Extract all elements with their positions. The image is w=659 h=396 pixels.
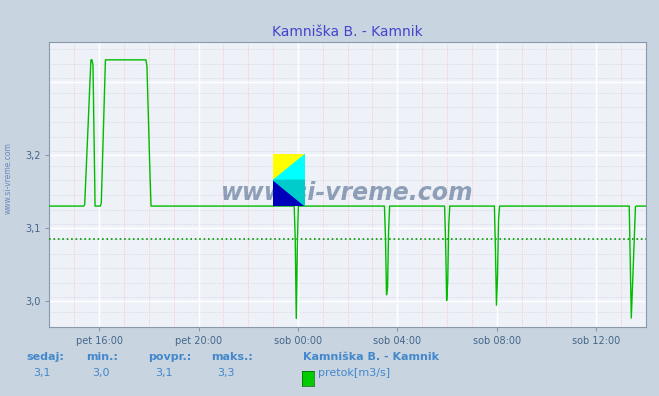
- Text: maks.:: maks.:: [211, 352, 252, 362]
- Text: min.:: min.:: [86, 352, 117, 362]
- Text: sedaj:: sedaj:: [26, 352, 64, 362]
- Text: 3,3: 3,3: [217, 368, 235, 378]
- Text: pretok[m3/s]: pretok[m3/s]: [318, 368, 389, 378]
- Polygon shape: [273, 180, 305, 206]
- Polygon shape: [273, 180, 305, 206]
- Text: povpr.:: povpr.:: [148, 352, 192, 362]
- Text: www.si-vreme.com: www.si-vreme.com: [221, 181, 474, 205]
- Text: 3,1: 3,1: [155, 368, 173, 378]
- Polygon shape: [273, 154, 305, 180]
- Polygon shape: [273, 154, 305, 180]
- Text: Kamniška B. - Kamnik: Kamniška B. - Kamnik: [303, 352, 439, 362]
- Text: 3,0: 3,0: [92, 368, 110, 378]
- Text: www.si-vreme.com: www.si-vreme.com: [3, 142, 13, 214]
- Text: 3,1: 3,1: [33, 368, 51, 378]
- Title: Kamniška B. - Kamnik: Kamniška B. - Kamnik: [272, 25, 423, 39]
